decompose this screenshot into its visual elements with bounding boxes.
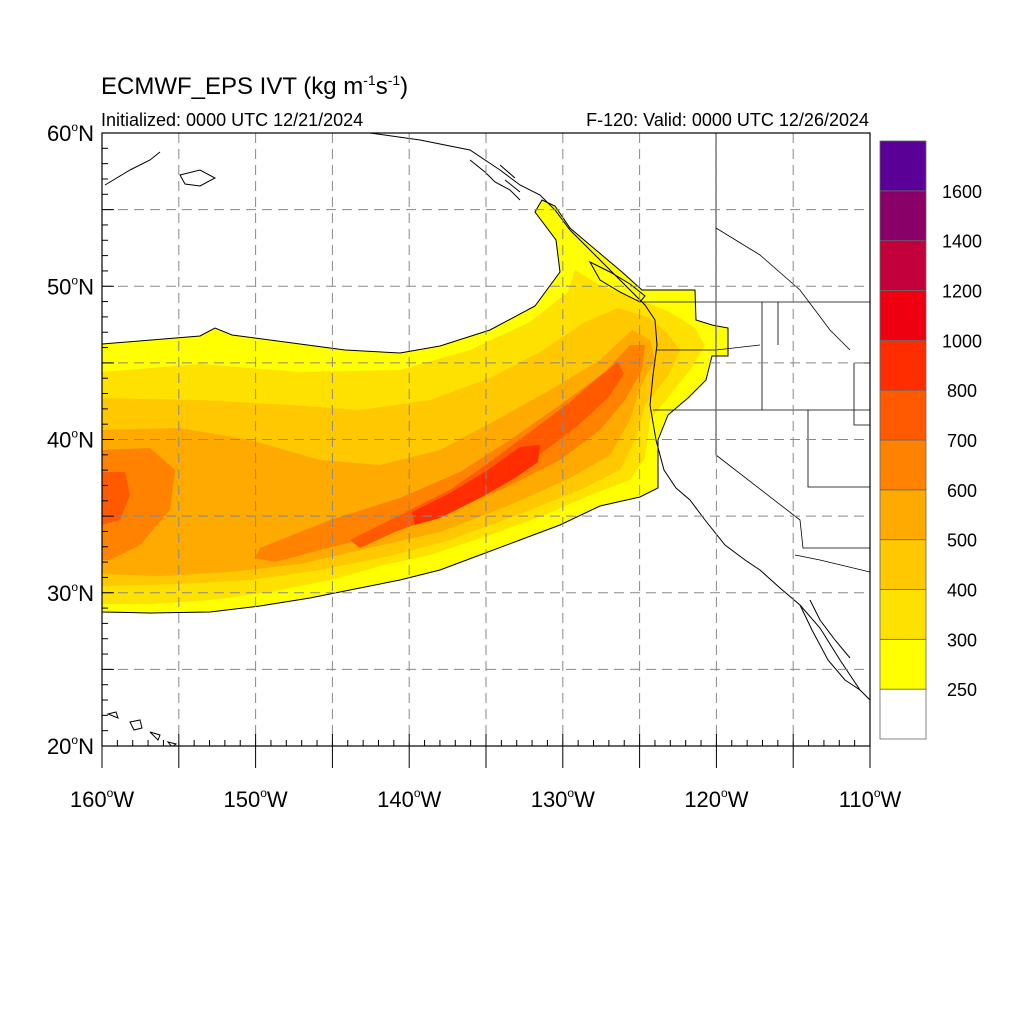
lat-tick-label: 50oN bbox=[47, 273, 94, 299]
chart-title: ECMWF_EPS IVT (kg m-1s-1) bbox=[101, 72, 409, 100]
colorbar-label: 1000 bbox=[942, 331, 982, 351]
valid-time: F-120: Valid: 0000 UTC 12/26/2024 bbox=[586, 110, 869, 130]
colorbar-bin bbox=[879, 140, 927, 192]
ivt-field bbox=[102, 199, 729, 614]
coastlines-borders bbox=[104, 133, 870, 746]
lon-tick-label: 110oW bbox=[839, 786, 902, 812]
hawaii-islands bbox=[106, 711, 178, 746]
colorbar-label: 800 bbox=[947, 381, 977, 401]
gridlines bbox=[102, 133, 870, 746]
lat-tick-label: 40oN bbox=[47, 427, 94, 453]
lon-tick-label: 160oW bbox=[70, 786, 134, 812]
colorbar-bin bbox=[879, 539, 927, 590]
alaska-panhandle-islands bbox=[104, 151, 521, 201]
colorbar-bin bbox=[879, 339, 927, 391]
lat-axis-labels: 60oN 50oN 40oN 30oN 20oN bbox=[47, 120, 94, 759]
colorbar-bin bbox=[879, 389, 927, 441]
north-america-coastline bbox=[369, 133, 870, 701]
canada-province-border bbox=[715, 227, 851, 351]
colorbar-bin bbox=[879, 688, 927, 740]
colorbar-label: 300 bbox=[947, 630, 977, 650]
vancouver-island bbox=[588, 260, 646, 303]
colorbar-bin bbox=[879, 439, 927, 491]
axis-ticks bbox=[101, 132, 871, 768]
lon-tick-label: 130oW bbox=[531, 786, 595, 812]
ivt-contour-800 bbox=[412, 445, 540, 525]
ivt-contour-500 bbox=[102, 330, 655, 576]
colorbar-label: 1200 bbox=[942, 282, 982, 302]
lon-tick-label: 140oW bbox=[377, 786, 441, 812]
lon-tick-label: 150oW bbox=[224, 786, 288, 812]
colorbar-label: 1400 bbox=[942, 232, 982, 252]
colorbar-label: 500 bbox=[947, 531, 977, 551]
colorbar-bin bbox=[879, 638, 927, 690]
colorbar-bin bbox=[879, 190, 927, 242]
colorbar-bin bbox=[879, 489, 927, 541]
lat-tick-label: 20oN bbox=[47, 733, 94, 759]
baja-california bbox=[799, 599, 861, 691]
initialized-time: Initialized: 0000 UTC 12/21/2024 bbox=[101, 110, 364, 130]
lat-tick-label: 60oN bbox=[47, 120, 94, 146]
colorbar-label: 400 bbox=[947, 581, 977, 601]
lat-tick-label: 30oN bbox=[47, 580, 94, 606]
colorbar-bin bbox=[879, 290, 927, 341]
colorbar-label: 700 bbox=[947, 431, 977, 451]
colorbar: 250 300 400 500 600 700 800 1000 1200 1400 1600 bbox=[879, 140, 982, 740]
colorbar-label: 1600 bbox=[942, 182, 982, 202]
mexico-border bbox=[794, 554, 870, 573]
colorbar-label: 600 bbox=[947, 481, 977, 501]
colorbar-label: 250 bbox=[947, 680, 977, 700]
colorbar-bin bbox=[879, 240, 927, 291]
colorbar-bin bbox=[879, 589, 927, 640]
lon-axis-labels: 160oW 150oW 140oW 130oW 120oW 110oW bbox=[70, 786, 902, 812]
lon-tick-label: 120oW bbox=[684, 786, 748, 812]
